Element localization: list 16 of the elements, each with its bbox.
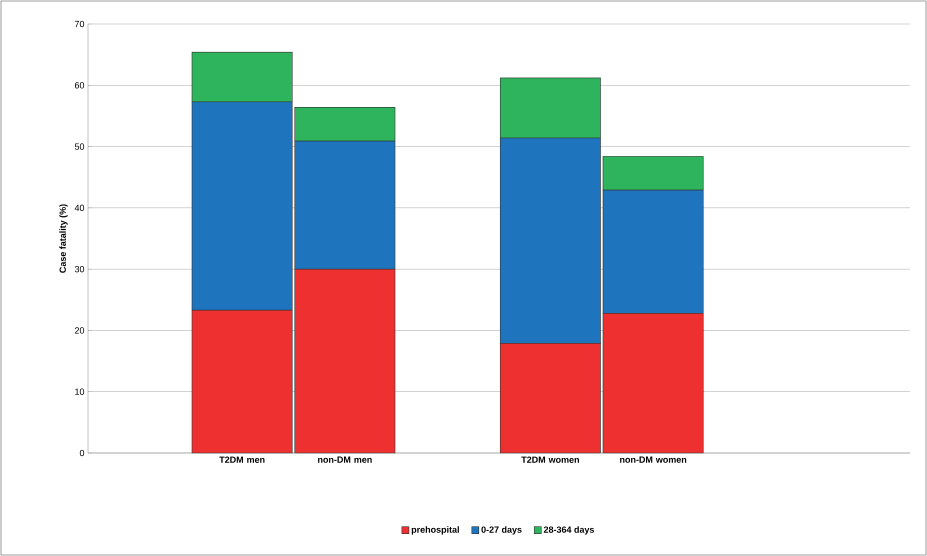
x-tick-label: non-DM women bbox=[620, 456, 686, 463]
y-tick-label: 70 bbox=[74, 20, 84, 28]
x-tick-label: T2DM men bbox=[219, 456, 264, 463]
y-tick-label: 30 bbox=[74, 266, 84, 272]
legend-label: 0-27 days bbox=[481, 526, 522, 535]
y-tick-label: 40 bbox=[74, 204, 84, 212]
legend-label: prehospital bbox=[412, 526, 459, 535]
x-tick-label: T2DM women bbox=[521, 456, 579, 463]
y-tick-label: 20 bbox=[74, 327, 84, 334]
y-axis-title: Case fatality (%) bbox=[59, 204, 68, 273]
x-tick-label: non-DM men bbox=[318, 456, 372, 463]
y-tick-label: 50 bbox=[74, 143, 84, 150]
y-tick-label: 10 bbox=[75, 388, 84, 395]
y-tick-label: 0 bbox=[80, 450, 84, 456]
legend-label: 28-364 days bbox=[544, 526, 594, 535]
y-tick-label: 60 bbox=[74, 82, 84, 88]
